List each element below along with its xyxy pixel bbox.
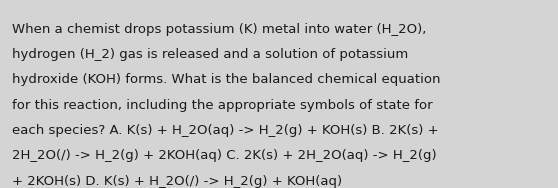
Text: hydroxide (KOH) forms. What is the balanced chemical equation: hydroxide (KOH) forms. What is the balan…	[12, 73, 441, 86]
Text: 2H_2O(/) -> H_2(g) + 2KOH(aq) C. 2K(s) + 2H_2O(aq) -> H_2(g): 2H_2O(/) -> H_2(g) + 2KOH(aq) C. 2K(s) +…	[12, 149, 437, 162]
Text: + 2KOH(s) D. K(s) + H_2O(/) -> H_2(g) + KOH(aq): + 2KOH(s) D. K(s) + H_2O(/) -> H_2(g) + …	[12, 175, 343, 188]
Text: When a chemist drops potassium (K) metal into water (H_2O),: When a chemist drops potassium (K) metal…	[12, 23, 427, 36]
Text: hydrogen (H_2) gas is released and a solution of potassium: hydrogen (H_2) gas is released and a sol…	[12, 48, 408, 61]
Text: each species? A. K(s) + H_2O(aq) -> H_2(g) + KOH(s) B. 2K(s) +: each species? A. K(s) + H_2O(aq) -> H_2(…	[12, 124, 439, 137]
Text: for this reaction, including the appropriate symbols of state for: for this reaction, including the appropr…	[12, 99, 433, 112]
